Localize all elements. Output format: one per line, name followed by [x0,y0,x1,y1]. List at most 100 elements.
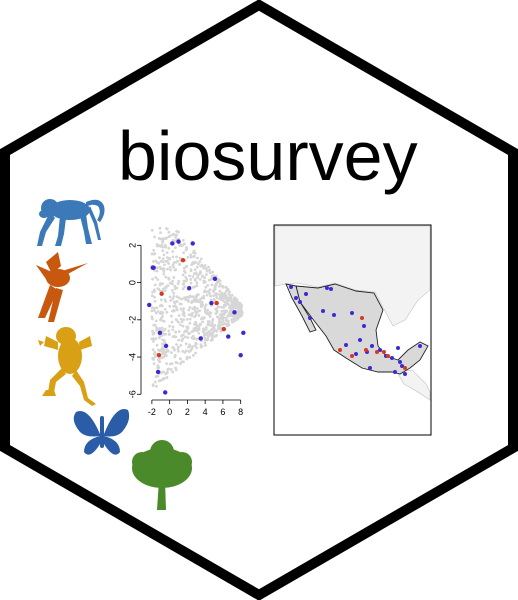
cloud-point [236,311,239,315]
cloud-point [224,289,228,293]
cloud-point [164,285,168,289]
cloud-point [171,255,175,259]
cloud-point [154,375,158,378]
cloud-point [232,302,236,305]
cloud-point [223,304,227,308]
cloud-point [195,346,199,350]
cloud-point [185,357,189,361]
cloud-point [150,309,154,313]
cloud-point [188,274,191,278]
cloud-point [175,299,179,303]
map-point-blue [362,324,366,328]
cloud-point [199,297,202,301]
cloud-point [171,297,175,300]
cloud-point [177,314,181,317]
chart-point-red [221,326,227,332]
cloud-point [199,257,203,261]
cloud-point [165,376,169,379]
cloud-point [161,282,165,286]
cloud-point [159,318,162,322]
cloud-point [179,357,182,361]
cloud-point [226,323,229,327]
cloud-point [234,317,238,321]
cloud-point [224,316,228,320]
chart-point-blue [170,241,175,246]
cloud-point [187,331,191,335]
cloud-point [161,245,165,249]
cloud-point [185,247,189,251]
cloud-point [183,314,186,318]
cloud-point [214,293,218,297]
y-tick-label: -6 [127,390,137,398]
cloud-point [177,338,181,342]
cloud-point [195,294,199,298]
cloud-point [216,327,220,331]
cloud-point [169,367,173,371]
cloud-point [158,256,161,260]
cloud-point [165,260,169,263]
cloud-point [175,308,179,312]
cloud-point [171,325,175,329]
cloud-point [165,310,169,314]
scatter-chart: -2 0 2 4 6 8 2 0 -2 -4 -6 [127,226,246,417]
cloud-point [171,279,175,283]
cloud-point [210,277,213,281]
chart-point-blue [176,239,181,244]
cloud-point [203,333,206,337]
chart-point-red [180,258,186,263]
cloud-point [183,296,187,300]
cloud-point [170,362,174,366]
cloud-point [205,290,209,294]
cloud-point [211,274,215,277]
cloud-point [155,343,159,347]
cloud-point [165,362,169,366]
cloud-point [225,301,229,305]
y-tick-label: 2 [127,243,137,248]
cloud-point [168,295,172,299]
cloud-point [152,362,156,366]
map-point-blue [368,366,372,370]
cloud-point [191,335,195,338]
cloud-point [200,275,204,278]
cloud-point [166,267,169,271]
cloud-point [180,334,183,338]
cloud-point [194,337,198,341]
cloud-point [155,326,158,330]
chart-point-blue [163,390,168,395]
cloud-point [228,313,231,317]
cloud-point [202,294,206,298]
cloud-point [199,343,203,347]
cloud-point [163,289,167,293]
cloud-point [194,310,198,314]
cloud-point [204,303,208,307]
cloud-point [215,310,219,314]
cloud-point [174,260,178,264]
cloud-point [162,348,166,352]
cloud-point [205,269,209,273]
cloud-point [208,268,211,272]
cloud-point [152,309,156,312]
cloud-point [211,317,215,321]
chart-point-blue [198,336,203,341]
cloud-point [229,297,233,301]
cloud-point [155,306,159,310]
cloud-point [203,276,207,280]
cloud-point [207,323,211,327]
cloud-point [172,300,176,304]
cloud-point [165,371,169,375]
cloud-point [179,307,183,311]
cloud-point [190,295,194,299]
cloud-point [184,275,188,279]
map-point-blue [418,344,422,348]
cloud-point [225,319,229,323]
map-point-blue [378,348,382,352]
cloud-point [199,345,203,349]
cloud-point [198,260,202,264]
cloud-point [189,253,193,257]
map-point-red [364,348,368,352]
cloud-point [219,329,223,333]
map-point-red [375,350,379,354]
cloud-point [160,334,164,337]
cloud-point [223,322,227,325]
cloud-point [194,323,198,327]
